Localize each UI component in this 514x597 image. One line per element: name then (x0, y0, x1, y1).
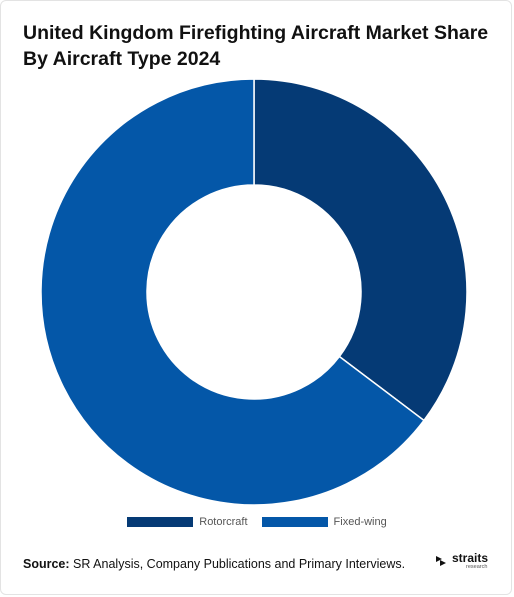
legend-label: Fixed-wing (333, 516, 387, 528)
legend-item-rotorcraft: Rotorcraft (127, 516, 248, 528)
chart-legend: Rotorcraft Fixed-wing (0, 516, 514, 528)
chart-title: United Kingdom Firefighting Aircraft Mar… (23, 22, 489, 70)
brand-logo: straits research (434, 552, 488, 570)
legend-label: Rotorcraft (199, 516, 248, 528)
legend-swatch (261, 517, 328, 527)
source-label: Source: (23, 557, 70, 571)
legend-item-fixed-wing: Fixed-wing (261, 516, 387, 528)
brand-mark-icon (436, 556, 446, 566)
slice-fixed-wing (40, 78, 425, 506)
legend-swatch (127, 517, 194, 527)
source-note: Source: SR Analysis, Company Publication… (23, 557, 405, 571)
brand-name: straits (452, 551, 489, 565)
donut-chart (40, 78, 468, 506)
slice-rotorcraft (253, 78, 468, 422)
brand-subtitle: research (466, 564, 488, 570)
source-text: SR Analysis, Company Publications and Pr… (73, 557, 406, 571)
